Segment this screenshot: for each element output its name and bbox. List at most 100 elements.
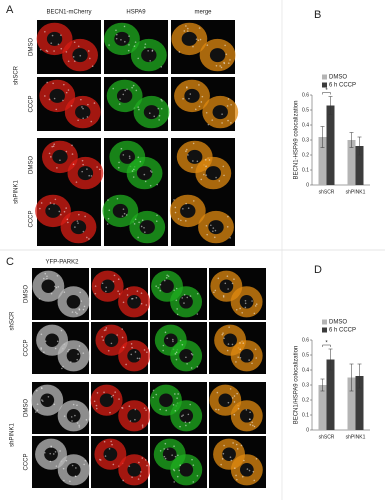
puncta (195, 38, 198, 40)
nucleus (180, 203, 196, 218)
puncta (248, 469, 251, 472)
puncta (49, 460, 52, 463)
puncta (103, 329, 106, 332)
legend-swatch (322, 327, 327, 333)
nucleus (66, 409, 81, 423)
puncta (218, 180, 221, 182)
puncta (212, 230, 214, 233)
x-tick-label: shPINK1 (346, 189, 366, 195)
nucleus (77, 166, 94, 181)
puncta (176, 397, 178, 399)
puncta (117, 278, 120, 280)
puncta (59, 159, 61, 161)
nucleus (205, 166, 221, 181)
puncta (103, 391, 105, 394)
puncta (111, 443, 113, 446)
puncta (237, 407, 240, 410)
puncta (52, 82, 54, 85)
y-tick-label: 0.5 (302, 107, 309, 113)
legend-label: DMSO (329, 75, 347, 81)
puncta (231, 282, 234, 285)
puncta (184, 220, 187, 222)
puncta (157, 107, 160, 110)
puncta (182, 414, 184, 416)
puncta (94, 285, 97, 287)
puncta (82, 107, 84, 110)
puncta (91, 65, 94, 68)
puncta (172, 404, 175, 406)
puncta (200, 101, 203, 103)
puncta (181, 343, 184, 346)
puncta (140, 302, 143, 305)
puncta (147, 49, 149, 52)
puncta (67, 221, 69, 224)
puncta (255, 357, 258, 359)
puncta (178, 51, 181, 53)
puncta (60, 34, 62, 36)
puncta (60, 47, 63, 50)
y-tick-label: 0.5 (302, 352, 309, 358)
puncta (105, 286, 108, 289)
puncta (192, 200, 195, 202)
puncta (120, 147, 123, 150)
puncta (186, 87, 188, 89)
puncta (162, 344, 165, 347)
puncta (50, 292, 53, 295)
puncta (44, 272, 47, 275)
puncta (223, 337, 225, 340)
puncta (155, 285, 157, 287)
puncta (174, 206, 177, 209)
puncta (153, 115, 156, 118)
puncta (130, 343, 133, 345)
puncta (128, 35, 130, 37)
nucleus (163, 333, 178, 347)
puncta (242, 342, 245, 344)
puncta (230, 103, 232, 106)
puncta (224, 282, 227, 285)
puncta (190, 367, 193, 369)
puncta (144, 43, 147, 45)
puncta (163, 279, 166, 282)
puncta (87, 50, 90, 52)
puncta (87, 103, 89, 106)
puncta (226, 349, 229, 352)
puncta (160, 98, 163, 101)
puncta (241, 475, 244, 478)
puncta (71, 464, 74, 467)
puncta (143, 407, 146, 409)
nucleus (112, 203, 129, 218)
puncta (144, 459, 147, 461)
bar (326, 359, 335, 430)
y-tick-label: 0.3 (302, 137, 309, 143)
puncta (152, 396, 154, 399)
column-header: HSPA9 (126, 10, 146, 16)
puncta (81, 106, 83, 108)
nucleus (136, 166, 153, 181)
y-tick-label: 0.2 (302, 152, 309, 158)
puncta (182, 207, 184, 210)
puncta (112, 463, 115, 466)
puncta (227, 401, 230, 404)
puncta (80, 300, 83, 302)
puncta (63, 210, 66, 213)
puncta (77, 353, 79, 355)
puncta (152, 389, 155, 392)
puncta (245, 409, 248, 411)
puncta (187, 207, 190, 209)
puncta (210, 224, 212, 227)
puncta (200, 178, 203, 181)
puncta (164, 331, 167, 334)
panel-label: C (6, 256, 14, 268)
puncta (74, 475, 77, 478)
puncta (122, 301, 125, 304)
puncta (227, 215, 229, 218)
puncta (212, 227, 215, 229)
puncta (173, 289, 176, 292)
puncta (160, 107, 163, 110)
puncta (39, 207, 41, 210)
puncta (38, 297, 41, 300)
puncta (145, 409, 147, 412)
puncta (180, 219, 182, 222)
y-tick-label: 0.6 (302, 92, 309, 98)
puncta (166, 337, 169, 340)
